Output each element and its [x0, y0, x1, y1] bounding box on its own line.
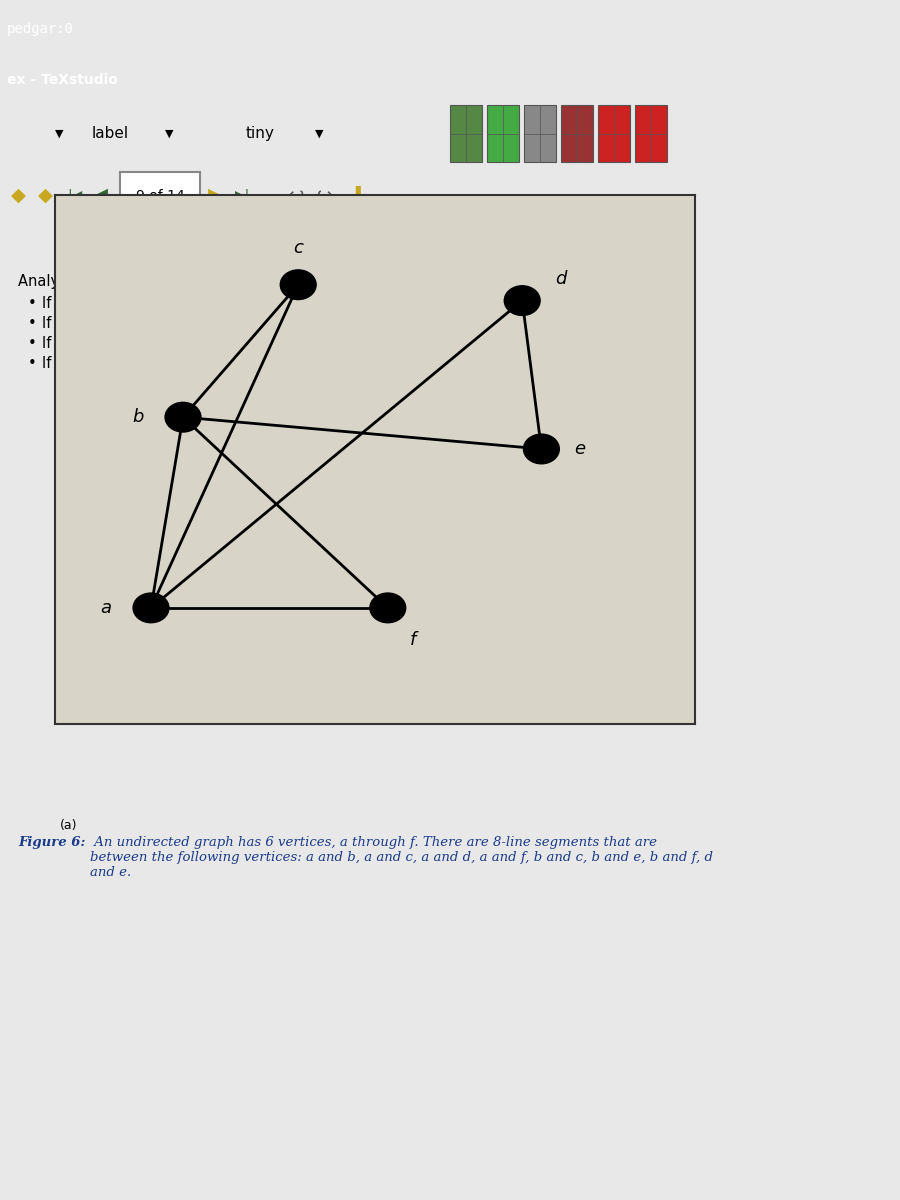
- Bar: [487, 106, 519, 162]
- Circle shape: [524, 434, 559, 463]
- Text: a: a: [101, 599, 112, 617]
- Text: •: •: [28, 295, 37, 311]
- Text: ◀: ◀: [93, 186, 107, 205]
- Text: •: •: [28, 336, 37, 350]
- Text: ↩: ↩: [287, 186, 303, 205]
- Text: ◆: ◆: [11, 186, 25, 205]
- Text: ex - TeXstudio: ex - TeXstudio: [7, 73, 118, 86]
- Text: d: d: [555, 270, 566, 288]
- Text: ▼: ▼: [55, 128, 64, 139]
- Circle shape: [133, 593, 169, 623]
- Text: An undirected graph has 6 vertices, a through f. There are 8-line segments that : An undirected graph has 6 vertices, a th…: [90, 836, 713, 878]
- Circle shape: [370, 593, 406, 623]
- Text: (a): (a): [60, 818, 77, 832]
- Circle shape: [280, 270, 316, 300]
- Text: PROBLEM 4: PROBLEM 4: [401, 244, 499, 258]
- Text: If it does not have an Euler circuit, justify why it does not.: If it does not have an Euler circuit, ju…: [42, 316, 465, 331]
- Bar: [598, 106, 630, 162]
- Circle shape: [165, 402, 201, 432]
- Text: ▼: ▼: [315, 128, 323, 139]
- Text: ▶: ▶: [208, 186, 222, 205]
- Bar: [524, 106, 556, 162]
- Bar: [635, 106, 667, 162]
- Text: b: b: [132, 408, 144, 426]
- Bar: [561, 106, 593, 162]
- Text: 9 of 14: 9 of 14: [136, 188, 184, 203]
- Text: label: label: [92, 126, 129, 142]
- Text: f: f: [410, 631, 417, 649]
- Bar: [120, 172, 200, 220]
- Text: ⬇: ⬇: [348, 186, 367, 205]
- Text: Figure 6:: Figure 6:: [18, 836, 86, 848]
- Text: tiny: tiny: [246, 126, 274, 142]
- Circle shape: [504, 286, 540, 316]
- Text: •: •: [28, 355, 37, 371]
- Text: e: e: [574, 440, 585, 458]
- Text: •: •: [28, 316, 37, 331]
- Text: ◆: ◆: [38, 186, 52, 205]
- Text: If it has an Euler trail, specify the nodes for one.: If it has an Euler trail, specify the no…: [42, 336, 396, 350]
- Text: pedgar:0: pedgar:0: [7, 22, 74, 36]
- Text: ▶|: ▶|: [236, 188, 250, 203]
- Text: Analyze each graph below to determine whether it has an Euler circuit and/or an : Analyze each graph below to determine wh…: [18, 274, 692, 289]
- Text: If it does not have an Euler trail, justify why it does not.: If it does not have an Euler trail, just…: [42, 355, 450, 371]
- Text: ▼: ▼: [165, 128, 174, 139]
- Text: If it has an Euler circuit, specify the nodes for one.: If it has an Euler circuit, specify the …: [42, 295, 411, 311]
- Text: ↪: ↪: [317, 186, 333, 205]
- Bar: [450, 106, 482, 162]
- Text: c: c: [293, 239, 303, 257]
- Text: |◀: |◀: [68, 188, 83, 203]
